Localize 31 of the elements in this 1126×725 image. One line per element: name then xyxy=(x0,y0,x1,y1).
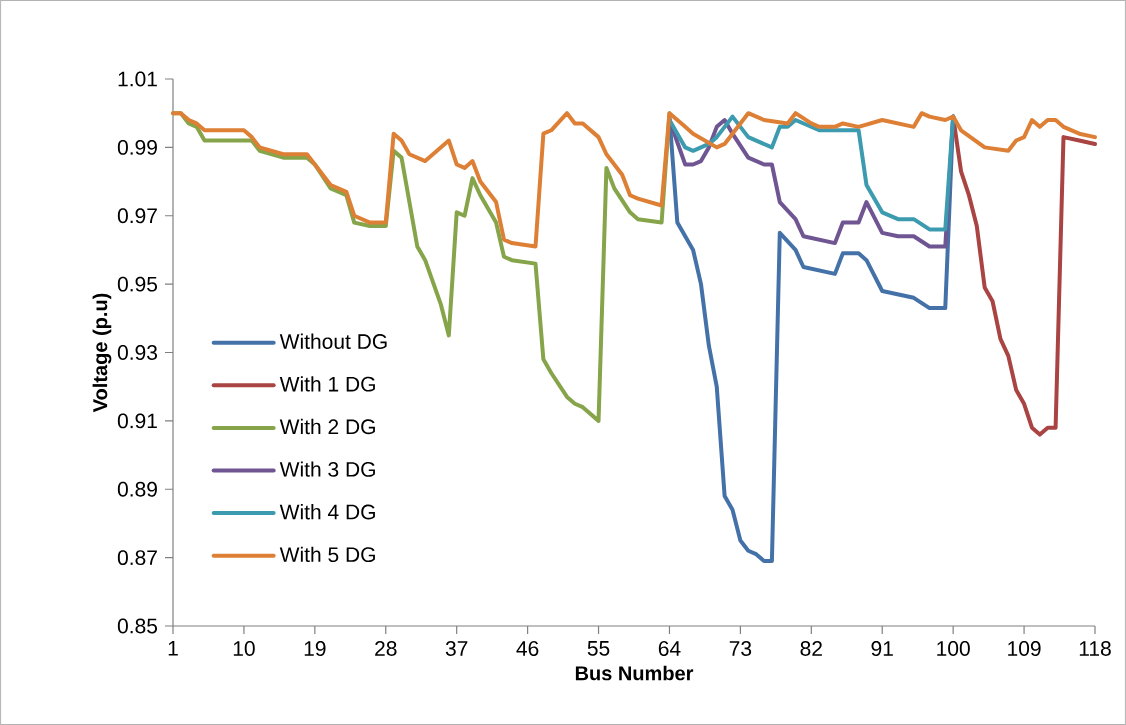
x-tick-label: 64 xyxy=(658,641,681,656)
y-tick-label: 0.87 xyxy=(117,550,157,566)
y-tick-label: 0.93 xyxy=(117,345,158,360)
y-tick-label: 0.89 xyxy=(117,481,157,497)
x-tick-label: 82 xyxy=(800,641,822,656)
x-tick-label: 10 xyxy=(233,641,255,656)
x-tick-label: 118 xyxy=(1079,641,1111,656)
y-tick-label: 0.95 xyxy=(117,276,158,292)
legend-label: Without DG xyxy=(279,333,387,349)
x-tick-label: 28 xyxy=(375,641,397,656)
legend-label: With 1 DG xyxy=(279,376,375,392)
x-tick-label: 100 xyxy=(937,641,970,656)
y-tick-label: 0.99 xyxy=(117,139,157,155)
y-tick-label: 1.01 xyxy=(118,71,157,87)
x-tick-label: 55 xyxy=(587,641,610,656)
y-axis-title: Voltage (p.u) xyxy=(92,293,112,413)
x-axis-title: Bus Number xyxy=(575,665,694,681)
x-tick-label: 73 xyxy=(729,641,752,656)
legend-label: With 3 DG xyxy=(279,461,375,477)
x-tick-label: 109 xyxy=(1008,641,1041,656)
x-tick-label: 19 xyxy=(304,641,326,656)
x-tick-label: 1 xyxy=(168,641,178,656)
legend-label: With 5 DG xyxy=(279,546,375,563)
x-tick-label: 46 xyxy=(516,641,539,656)
x-tick-label: 37 xyxy=(445,641,468,656)
legend-label: With 4 DG xyxy=(279,504,375,520)
y-tick-label: 0.85 xyxy=(117,618,158,634)
legend-label: With 2 DG xyxy=(279,418,375,435)
y-tick-label: 0.97 xyxy=(117,208,157,224)
y-tick-label: 0.91 xyxy=(117,413,157,429)
x-tick-label: 91 xyxy=(871,641,893,656)
